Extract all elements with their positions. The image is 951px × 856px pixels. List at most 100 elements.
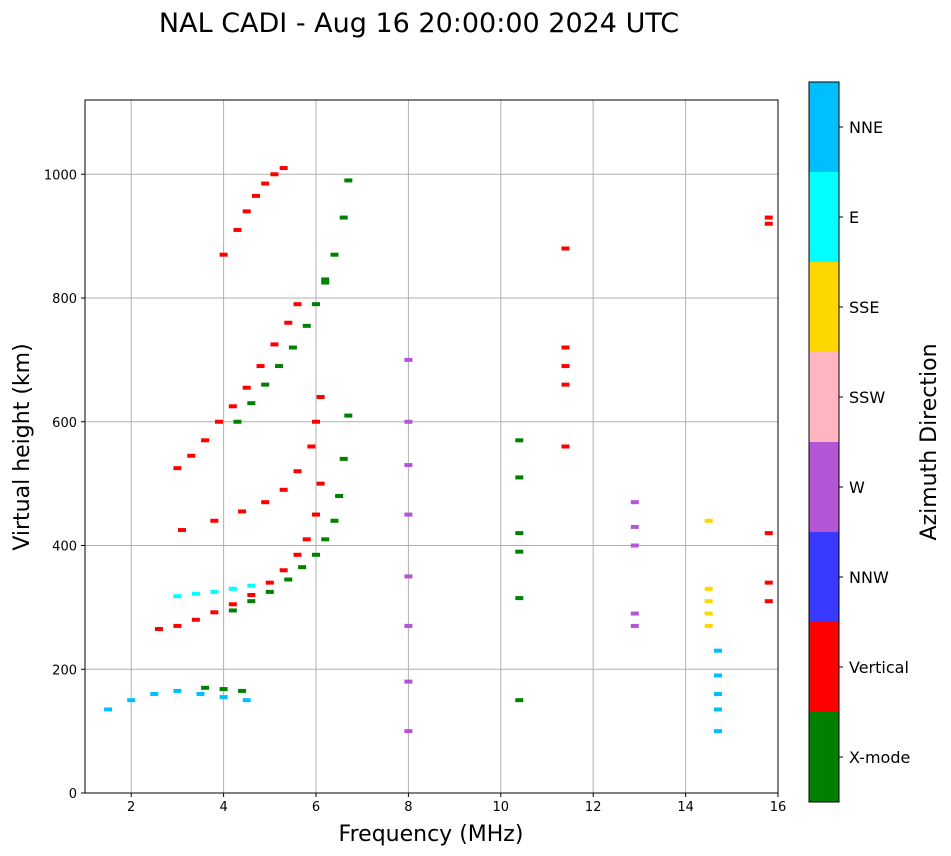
colorbar-tick-label: W xyxy=(849,478,865,497)
data-point xyxy=(515,698,524,703)
trace xyxy=(178,395,325,533)
data-point xyxy=(630,623,639,628)
x-tick-label: 12 xyxy=(585,800,602,815)
data-point xyxy=(247,401,256,406)
data-point xyxy=(713,648,722,653)
data-point xyxy=(284,577,293,582)
data-point xyxy=(284,320,293,325)
data-point xyxy=(293,552,302,557)
x-tick-label: 2 xyxy=(127,800,135,815)
y-axis-label: Virtual height (km) xyxy=(10,343,35,550)
data-point xyxy=(275,364,284,369)
data-point xyxy=(173,594,182,599)
data-point xyxy=(764,531,773,536)
data-point xyxy=(713,673,722,678)
data-point xyxy=(335,494,344,498)
colorbar-frame xyxy=(808,81,840,803)
data-point xyxy=(344,178,353,183)
data-point xyxy=(279,487,288,492)
data-point xyxy=(228,608,237,613)
trace xyxy=(515,438,524,703)
x-tick-label: 8 xyxy=(404,800,412,815)
data-point xyxy=(404,419,413,424)
data-point xyxy=(321,277,330,282)
data-point xyxy=(201,438,210,443)
data-point xyxy=(561,246,570,251)
data-point xyxy=(242,385,251,390)
trace xyxy=(228,413,353,613)
colorbar-tick-label: X-mode xyxy=(849,748,910,767)
data-point xyxy=(261,181,270,186)
data-point xyxy=(330,518,339,523)
data-point xyxy=(191,591,200,596)
data-point xyxy=(515,475,524,480)
data-point xyxy=(339,215,348,220)
data-point xyxy=(302,323,311,328)
x-axis: 2 4 6 8 10 12 14 16 xyxy=(127,793,786,815)
data-point xyxy=(561,382,570,387)
colorbar-tick-label: NNE xyxy=(849,118,883,137)
data-point xyxy=(256,364,265,369)
trace xyxy=(561,246,570,449)
data-point xyxy=(238,688,247,693)
data-point xyxy=(127,698,136,703)
data-point xyxy=(293,302,302,307)
data-point xyxy=(630,500,639,505)
data-point xyxy=(219,695,228,700)
data-point xyxy=(404,729,413,734)
data-point xyxy=(344,413,353,418)
data-point xyxy=(265,589,274,594)
data-point xyxy=(242,209,251,214)
trace xyxy=(321,178,353,282)
data-point xyxy=(321,537,330,542)
x-axis-label: Frequency (MHz) xyxy=(339,822,524,847)
data-point xyxy=(404,574,413,579)
data-point xyxy=(279,568,288,573)
data-point xyxy=(713,692,722,696)
data-point xyxy=(233,227,242,232)
data-point xyxy=(764,599,773,604)
x-tick-label: 14 xyxy=(677,800,694,815)
data-point xyxy=(713,707,722,712)
trace xyxy=(173,583,256,599)
data-point xyxy=(312,552,320,557)
x-tick-label: 6 xyxy=(312,800,320,815)
trace xyxy=(704,518,713,628)
colorbar-swatch xyxy=(809,262,839,352)
data-point xyxy=(219,252,228,257)
data-point xyxy=(713,729,722,734)
y-tick-label: 0 xyxy=(69,787,77,802)
plot-frame xyxy=(84,99,779,794)
data-point xyxy=(316,481,325,486)
grid-lines xyxy=(85,100,779,794)
trace xyxy=(201,685,247,693)
data-point xyxy=(704,599,713,604)
data-point xyxy=(247,599,256,604)
data-point xyxy=(561,345,570,350)
data-point xyxy=(330,252,339,257)
data-point xyxy=(404,357,413,362)
data-point xyxy=(191,617,200,622)
y-tick-label: 1000 xyxy=(44,168,77,183)
x-tick-label: 4 xyxy=(219,800,227,815)
colorbar-swatch xyxy=(809,712,839,802)
data-marks xyxy=(104,166,773,734)
data-point xyxy=(404,463,413,468)
colorbar: X-mode Vertical NNW W SSW SSE E NNE xyxy=(808,81,910,803)
x-tick-label: 10 xyxy=(493,800,510,815)
data-point xyxy=(247,583,256,588)
data-point xyxy=(704,586,713,591)
data-point xyxy=(630,611,639,616)
data-point xyxy=(404,679,413,684)
data-point xyxy=(404,512,413,517)
data-point xyxy=(265,580,274,585)
data-point xyxy=(764,221,773,226)
data-point xyxy=(764,580,773,585)
data-point xyxy=(247,593,256,597)
data-point xyxy=(219,687,228,692)
colorbar-swatch xyxy=(809,352,839,442)
data-point xyxy=(261,382,270,387)
data-point xyxy=(288,345,297,350)
